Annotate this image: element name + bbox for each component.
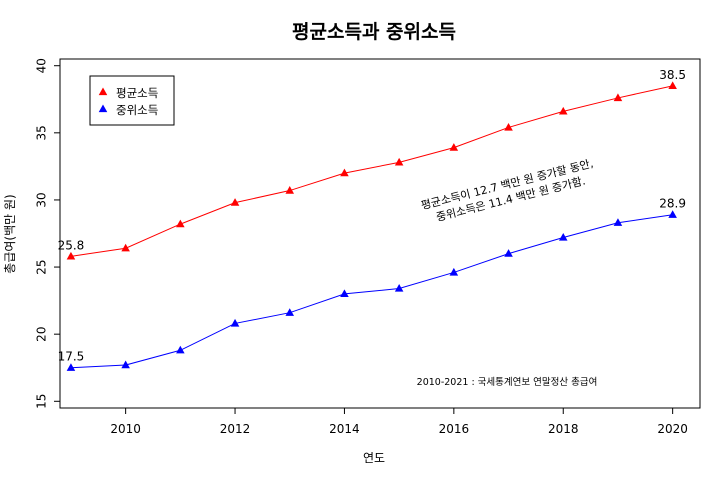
y-axis: 15 20 25 30 35 40 (35, 58, 60, 409)
y-tick-label: 25 (35, 259, 49, 274)
x-tick-label: 2012 (220, 422, 251, 436)
x-axis-label: 연도 (363, 451, 385, 465)
data-point (176, 219, 185, 228)
x-tick-label: 2016 (439, 422, 470, 436)
chart-title: 평균소득과 중위소득 (292, 21, 456, 43)
legend: 평균소득 중위소득 (89, 75, 175, 126)
data-point (230, 318, 240, 327)
data-label: 28.9 (659, 197, 686, 211)
y-tick-label: 20 (35, 327, 49, 342)
data-point (66, 363, 76, 371)
data-point (504, 249, 513, 257)
y-axis-label: 총급여(백만 원) (3, 194, 17, 273)
x-axis: 2010 2012 2014 2016 2018 2020 (110, 408, 688, 436)
data-point (504, 122, 513, 131)
y-tick-label: 30 (35, 192, 49, 207)
plot-area (59, 58, 701, 409)
data-point (66, 251, 76, 260)
data-point (449, 143, 459, 151)
x-tick-label: 2020 (657, 422, 688, 436)
data-point (340, 289, 349, 298)
data-point (230, 198, 240, 206)
data-point (340, 168, 349, 177)
data-point (176, 345, 185, 354)
data-point (121, 360, 130, 369)
legend-marker-triangle-icon (98, 104, 108, 113)
data-point (613, 93, 623, 102)
y-tick-label: 15 (35, 394, 49, 409)
legend-label: 평균소득 (116, 86, 158, 100)
series-layer (66, 81, 677, 371)
data-point (613, 218, 623, 226)
data-point (449, 267, 459, 276)
data-label: 25.8 (58, 238, 85, 252)
data-point (121, 243, 130, 252)
y-tick-label: 35 (35, 125, 49, 140)
series-line (70, 214, 673, 369)
legend-marker-triangle-icon (98, 87, 108, 96)
data-point (558, 106, 568, 115)
data-point (394, 284, 404, 292)
legend-box (89, 75, 175, 126)
annotation: 평균소득이 12.7 백만 원 증가할 동안, 중위소득은 11.4 백만 원 … (420, 157, 595, 224)
data-labels: 25.8 38.5 17.5 28.9 (58, 68, 686, 364)
source-caption: 2010-2021 : 국세통계연보 연말정산 총급여 (417, 376, 598, 388)
data-label: 17.5 (58, 350, 85, 364)
data-point (285, 186, 295, 194)
data-point (558, 233, 568, 241)
legend-label: 중위소득 (116, 103, 158, 117)
data-point (285, 308, 295, 316)
data-point (394, 157, 404, 166)
data-point (668, 81, 677, 89)
y-tick-label: 40 (35, 58, 49, 73)
x-tick-label: 2018 (548, 422, 579, 436)
x-tick-label: 2010 (110, 422, 141, 436)
x-tick-label: 2014 (329, 422, 360, 436)
data-point (668, 210, 677, 218)
series-line (70, 85, 673, 257)
data-label: 38.5 (659, 68, 686, 82)
